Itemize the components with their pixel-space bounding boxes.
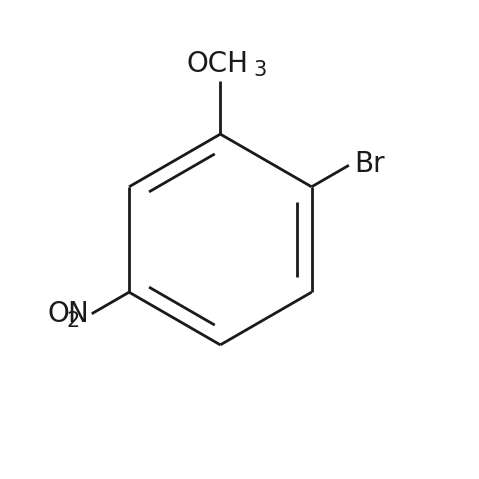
Text: Br: Br	[354, 150, 385, 178]
Text: OCH: OCH	[187, 50, 249, 78]
Text: N: N	[67, 300, 88, 328]
Text: O: O	[48, 300, 69, 328]
Text: 3: 3	[253, 60, 266, 80]
Text: 2: 2	[67, 311, 80, 331]
